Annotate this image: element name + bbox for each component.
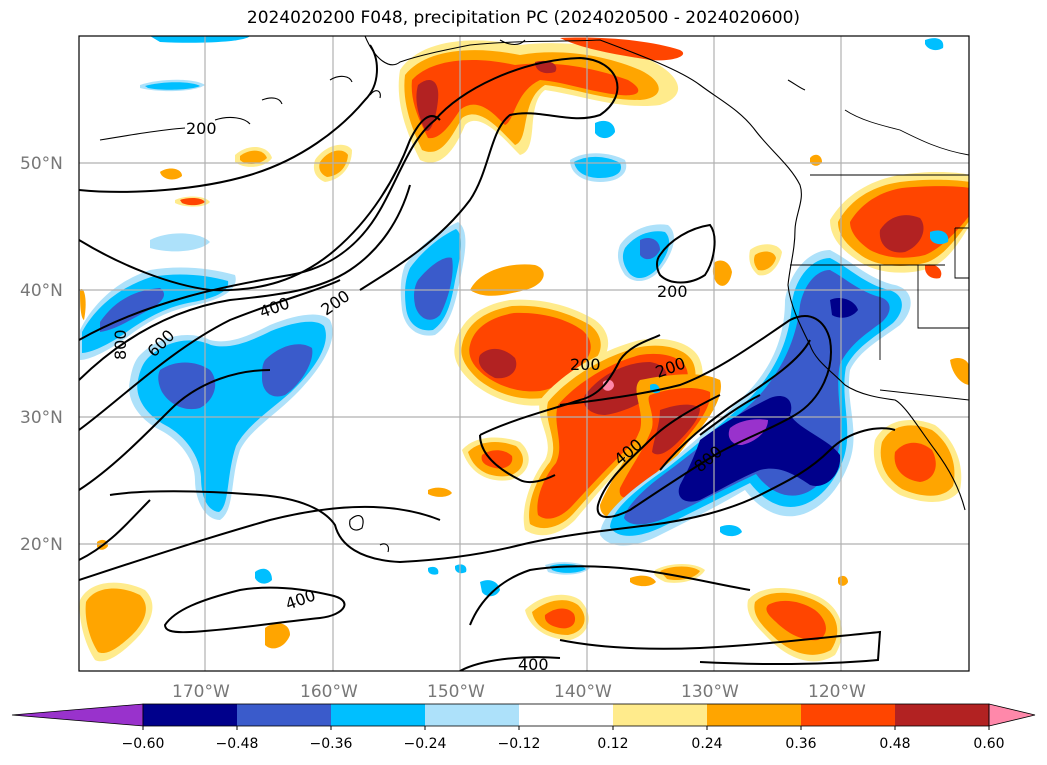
colorbar-tick-label: −0.60 — [122, 736, 165, 752]
colorbar-extend-low — [11, 703, 144, 727]
contour-label-200: 200 — [570, 355, 601, 374]
map-title: 2024020200 F048, precipitation PC (20240… — [246, 8, 801, 28]
colorbar-outline — [142, 703, 990, 727]
political-borders — [790, 109, 969, 401]
colorbar-segment — [331, 704, 426, 726]
contour-label-400: 400 — [518, 655, 549, 674]
coastlines — [99, 36, 966, 553]
colorbar: −0.60 −0.48 −0.36 −0.24 −0.12 0.12 0.24 0.36 0.4… — [11, 703, 1036, 752]
contour-label-800: 800 — [111, 329, 130, 360]
colorbar-tick-label: 0.24 — [691, 736, 722, 752]
contour-labels: 200 200 200 200 200 400 400 400 400 600 … — [111, 119, 726, 674]
colorbar-tick-label: 0.60 — [973, 736, 1004, 752]
lat-label-50n: 50°N — [20, 154, 63, 174]
colorbar-tick-label: −0.24 — [404, 736, 447, 752]
colorbar-tick-label: 0.36 — [785, 736, 816, 752]
colorbar-tick-label: −0.48 — [216, 736, 259, 752]
lon-label-130w: 130°W — [681, 682, 739, 702]
lat-label-20n: 20°N — [20, 535, 63, 555]
latitude-labels: 50°N 40°N 30°N 20°N — [20, 154, 63, 555]
longitude-labels: 170°W 160°W 150°W 140°W 130°W 120°W — [172, 682, 866, 702]
colorbar-segment — [801, 704, 896, 726]
colorbar-segment — [519, 704, 614, 726]
colorbar-segment — [425, 704, 520, 726]
colorbar-tick-label: −0.12 — [498, 736, 541, 752]
colorbar-segment — [707, 704, 802, 726]
lon-label-140w: 140°W — [554, 682, 612, 702]
colorbar-segment — [237, 704, 332, 726]
colorbar-segment — [895, 704, 990, 726]
map-frame — [78, 35, 970, 672]
colorbar-tick-label: 0.12 — [597, 736, 628, 752]
lon-label-120w: 120°W — [808, 682, 866, 702]
contour-label-200: 200 — [186, 119, 217, 138]
colorbar-tick-label: −0.36 — [310, 736, 353, 752]
colorbar-segment — [613, 704, 708, 726]
lon-label-150w: 150°W — [427, 682, 485, 702]
colorbar-tick-label: 0.48 — [879, 736, 910, 752]
lon-label-170w: 170°W — [172, 682, 230, 702]
colorbar-extend-high — [988, 703, 1036, 727]
lon-label-160w: 160°W — [300, 682, 358, 702]
geopotential-contours — [79, 44, 896, 671]
lat-label-30n: 30°N — [20, 408, 63, 428]
lat-label-40n: 40°N — [20, 281, 63, 301]
contour-label-200: 200 — [657, 282, 688, 301]
colorbar-segment — [143, 704, 238, 726]
